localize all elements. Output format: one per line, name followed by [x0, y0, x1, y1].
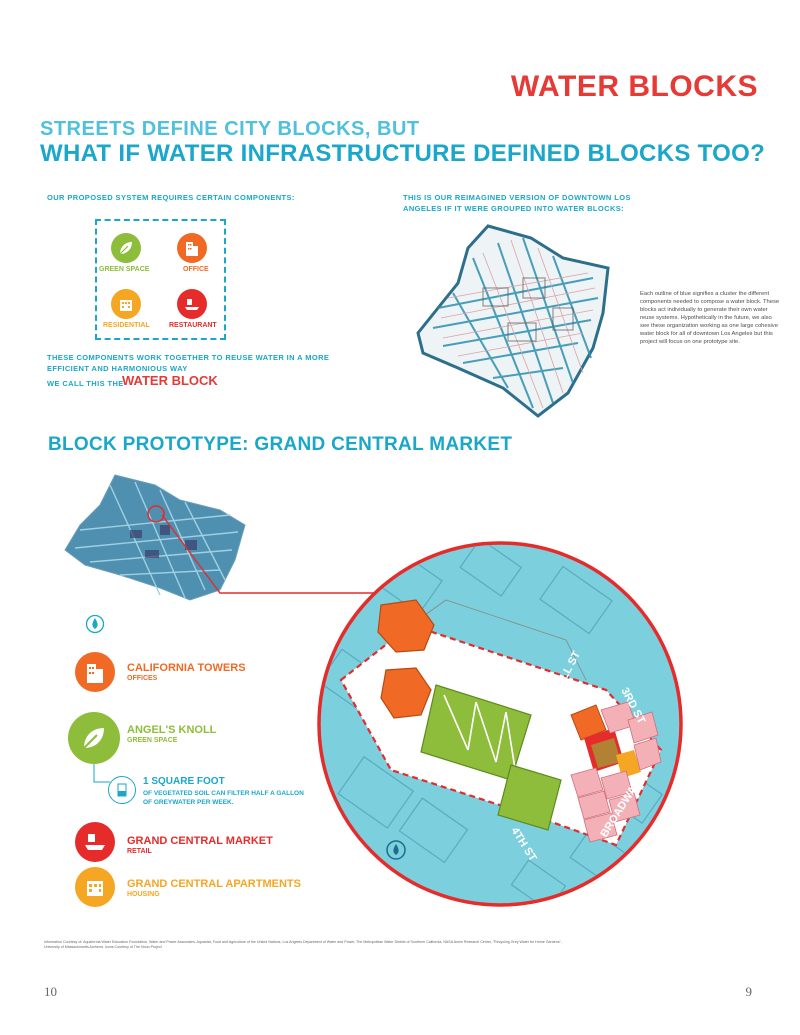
legend-angels-knoll-title: ANGEL'S KNOLL: [127, 724, 217, 736]
page-number-right: 9: [745, 984, 753, 999]
legend-grand-central-market-title: GRAND CENTRAL MARKET: [127, 835, 273, 847]
house-icon: [75, 867, 115, 907]
we-call-text: WE CALL THIS THE: [47, 379, 124, 388]
legend-grand-central-market-sub: RETAIL: [127, 848, 152, 855]
legend-california-towers-sub: OFFICES: [127, 675, 158, 682]
building-icon: [75, 652, 115, 692]
soil-description: OF VEGETATED SOIL CAN FILTER HALF A GALL…: [143, 790, 304, 806]
building-icon: [177, 233, 207, 263]
leaf-icon: [68, 712, 120, 764]
components-intro: OUR PROPOSED SYSTEM REQUIRES CERTAIN COM…: [47, 193, 295, 202]
components-box: GREEN SPACE OFFICE RESIDENTIAL RESTAURAN…: [95, 219, 226, 340]
legend-angels-knoll-sub: GREEN SPACE: [127, 737, 178, 744]
residential-label: RESIDENTIAL: [103, 322, 150, 329]
water-drop-icon: [85, 614, 105, 634]
house-icon: [111, 289, 141, 319]
grand-central-zoom-map: HILL ST 3RD ST BROADWAY 4TH ST: [317, 541, 683, 907]
water-block-label: WATER BLOCK: [122, 373, 218, 388]
soil-glass-icon: [108, 776, 136, 804]
legend-apartments-title: GRAND CENTRAL APARTMENTS: [127, 878, 301, 890]
legend-california-towers-title: CALIFORNIA TOWERS: [127, 662, 246, 674]
zoom-connector-line: [161, 514, 382, 594]
subtitle-line-1: STREETS DEFINE CITY BLOCKS, BUT: [40, 118, 420, 140]
leaf-icon: [111, 233, 141, 263]
reimagined-caption: THIS IS OUR REIMAGINED VERSION OF DOWNTO…: [403, 193, 631, 213]
downtown-overview-map: [64, 474, 246, 601]
prototype-title: BLOCK PROTOTYPE: GRAND CENTRAL MARKET: [48, 434, 513, 455]
soil-connector-line: [93, 764, 110, 783]
source-footnote: Information Courtesy of: Aquafornia Wate…: [44, 940, 562, 949]
green-space-label: GREEN SPACE: [99, 266, 150, 273]
reimagined-description: Each outline of blue signifies a cluster…: [640, 291, 780, 345]
office-label: OFFICE: [183, 266, 209, 273]
legend-apartments-sub: HOUSING: [127, 891, 160, 898]
subtitle-line-2: WHAT IF WATER INFRASTRUCTURE DEFINED BLO…: [40, 140, 766, 167]
soil-title: 1 SQUARE FOOT: [143, 776, 225, 787]
food-icon: [177, 289, 207, 319]
page-number-left: 10: [44, 984, 57, 999]
components-together-text: THESE COMPONENTS WORK TOGETHER TO REUSE …: [47, 353, 330, 373]
downtown-water-blocks-map: [416, 224, 610, 418]
restaurant-label: RESTAURANT: [169, 322, 217, 329]
page-title: WATER BLOCKS: [510, 70, 758, 103]
food-icon: [75, 822, 115, 862]
